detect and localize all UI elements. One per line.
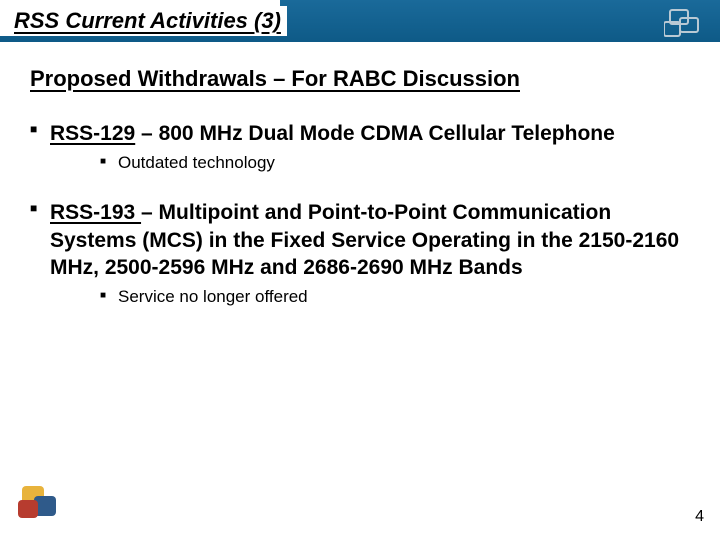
content-area: Proposed Withdrawals – For RABC Discussi… — [0, 42, 720, 307]
section-title: Proposed Withdrawals – For RABC Discussi… — [30, 66, 690, 92]
bullet-desc: – Multipoint and Point-to-Point Communic… — [50, 201, 679, 279]
slide-title: RSS Current Activities (3) — [14, 6, 287, 36]
bullet-item: RSS-129 – 800 MHz Dual Mode CDMA Cellula… — [30, 120, 690, 147]
bullet-sub: Outdated technology — [100, 153, 690, 173]
bullet-desc: – 800 MHz Dual Mode CDMA Cellular Teleph… — [135, 122, 615, 145]
header-bar: RSS Current Activities (3) — [0, 0, 720, 42]
footer-logo-icon — [18, 482, 64, 522]
page-number: 4 — [695, 508, 704, 526]
bullet-sub: Service no longer offered — [100, 287, 690, 307]
corner-squares-icon — [664, 8, 704, 40]
bullet-item: RSS-193 – Multipoint and Point-to-Point … — [30, 199, 690, 281]
bullet-label: RSS-193 — [50, 201, 141, 224]
bullet-label: RSS-129 — [50, 122, 135, 145]
